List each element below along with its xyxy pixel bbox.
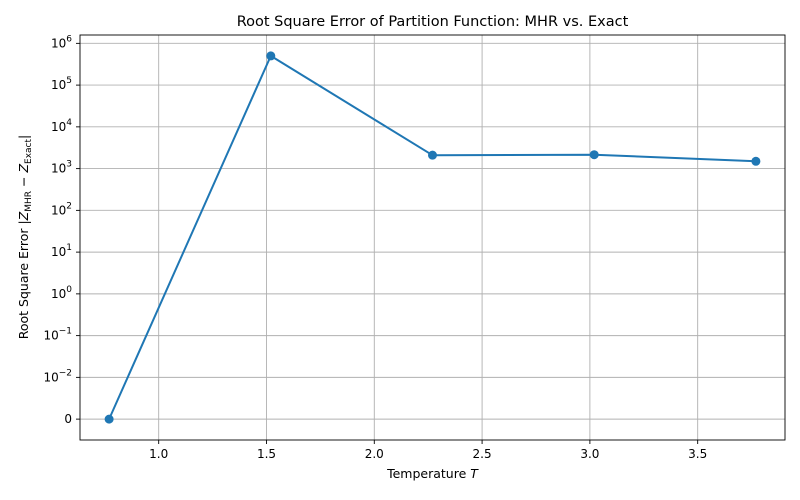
data-point: [589, 150, 599, 160]
series-layer: [104, 51, 761, 424]
x-tick-label: 3.0: [580, 447, 599, 461]
y-tick-label: 105: [51, 76, 72, 92]
y-tick-label: 101: [51, 243, 72, 259]
data-point: [428, 150, 437, 160]
y-tick-label: 102: [51, 201, 72, 217]
x-tick-label: 3.5: [688, 447, 707, 461]
y-tick-label: 103: [51, 160, 72, 176]
y-tick-label: 0: [64, 412, 72, 426]
x-tick-label: 2.0: [365, 447, 384, 461]
x-tick-label: 1.0: [149, 447, 168, 461]
y-tick-label: 106: [51, 34, 72, 50]
y-tick-label: 10−2: [43, 368, 72, 384]
x-tick-label: 1.5: [257, 447, 276, 461]
y-tick-label: 104: [51, 118, 72, 134]
chart-title: Root Square Error of Partition Function:…: [237, 14, 629, 30]
data-point: [104, 414, 114, 424]
y-tick-label: 10−1: [43, 327, 72, 343]
grid-layer: [80, 35, 785, 440]
data-point: [751, 156, 761, 166]
series-line: [108, 54, 756, 420]
y-tick-label: 100: [51, 285, 72, 301]
data-point: [266, 51, 276, 61]
plot-frame: [79, 34, 786, 441]
tick-layer: 1.0 1.5 2.0 2.5 3.0 3.5 0 10−2 10−1 100 101 102 103 1…: [43, 34, 707, 461]
x-axis-label: Temperature T: [386, 466, 479, 481]
y-axis-label: Root Square Error |ZMHR − ZExact|: [16, 135, 34, 340]
x-tick-label: 2.5: [473, 447, 492, 461]
